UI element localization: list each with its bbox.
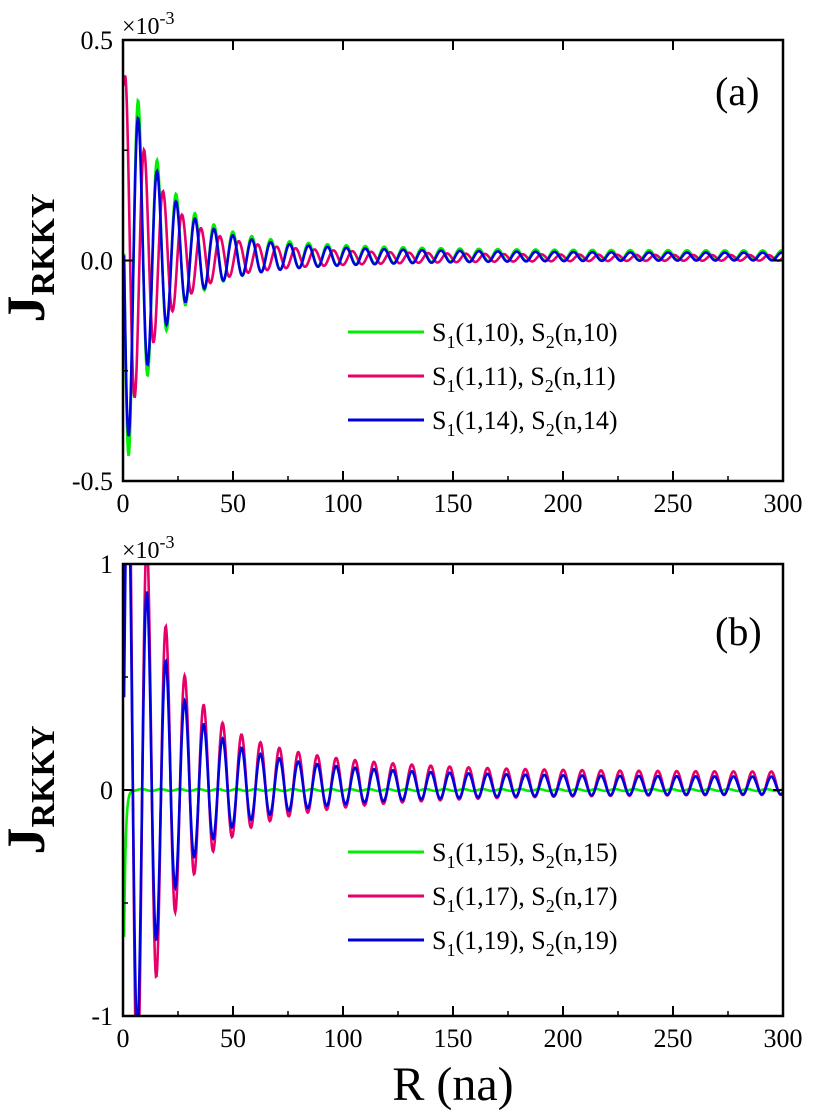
axes-a: 0 50 100 150 200 250 300 -0.5 0.0 0.5: [72, 26, 803, 518]
multiplier-b: ×10-3: [122, 532, 175, 564]
y-tick-label-b: 1: [100, 550, 113, 579]
y-tick-label-b: 0: [100, 776, 113, 805]
multiplier-a: ×10-3: [122, 8, 175, 40]
x-tick-label-b: 100: [324, 1024, 363, 1053]
plot-area-b: [123, 564, 783, 1016]
legend-label-a-3: S1(1,14), S2(n,14): [432, 406, 618, 440]
y-tick-label-b: -1: [91, 1002, 113, 1031]
legend-label-b-2: S1(1,17), S2(n,17): [432, 882, 618, 916]
series-line-b-3: [123, 564, 783, 1016]
x-tick-label-a: 200: [544, 489, 583, 518]
x-tick-label-b: 0: [117, 1024, 130, 1053]
y-tick-label-a: 0.0: [81, 247, 114, 276]
series-line-a-3: [123, 115, 783, 437]
x-tick-label-b: 300: [764, 1024, 803, 1053]
x-axis-label: R (na): [392, 1058, 513, 1111]
x-tick-label-a: 0: [117, 489, 130, 518]
x-tick-label-a: 250: [654, 489, 693, 518]
y-tick-label-a: -0.5: [72, 467, 113, 496]
x-tick-label-a: 150: [434, 489, 473, 518]
x-tick-label-a: 50: [220, 489, 246, 518]
panel-a: 0 50 100 150 200 250 300 -0.5 0.0 0.5 ×10-3 (a) J…: [0, 8, 803, 518]
axes-b: 0 50 100 150 200 250 300-101: [91, 550, 802, 1053]
ylabel-a: JRKKY: [0, 194, 62, 323]
legend-a: S1(1,10), S2(n,10) S1(1,11), S2(n,11) S1(1…: [348, 318, 618, 440]
y-tick-label-a: 0.5: [81, 26, 114, 55]
legend-label-b-1: S1(1,15), S2(n,15): [432, 838, 618, 872]
series-line-b-1: [123, 787, 783, 937]
x-tick-label-a: 100: [324, 489, 363, 518]
panel-label-b: (b): [715, 609, 762, 654]
legend-label-a-1: S1(1,10), S2(n,10): [432, 318, 618, 352]
legend-label-a-2: S1(1,11), S2(n,11): [432, 362, 616, 396]
panel-b: 0 50 100 150 200 250 300-101 ×10-3 (b) JRKKY S…: [0, 532, 803, 1053]
ylabel-b: JRKKY: [0, 726, 62, 855]
x-tick-label-b: 250: [654, 1024, 693, 1053]
x-tick-label-b: 150: [434, 1024, 473, 1053]
panel-label-a: (a): [715, 69, 759, 114]
x-tick-label-b: 50: [220, 1024, 246, 1053]
x-tick-label-b: 200: [544, 1024, 583, 1053]
plot-area-a: [123, 75, 783, 456]
x-tick-label-a: 300: [764, 489, 803, 518]
legend-label-b-3: S1(1,19), S2(n,19): [432, 926, 618, 960]
legend-b: S1(1,15), S2(n,15) S1(1,17), S2(n,17) S1(1…: [348, 838, 618, 960]
